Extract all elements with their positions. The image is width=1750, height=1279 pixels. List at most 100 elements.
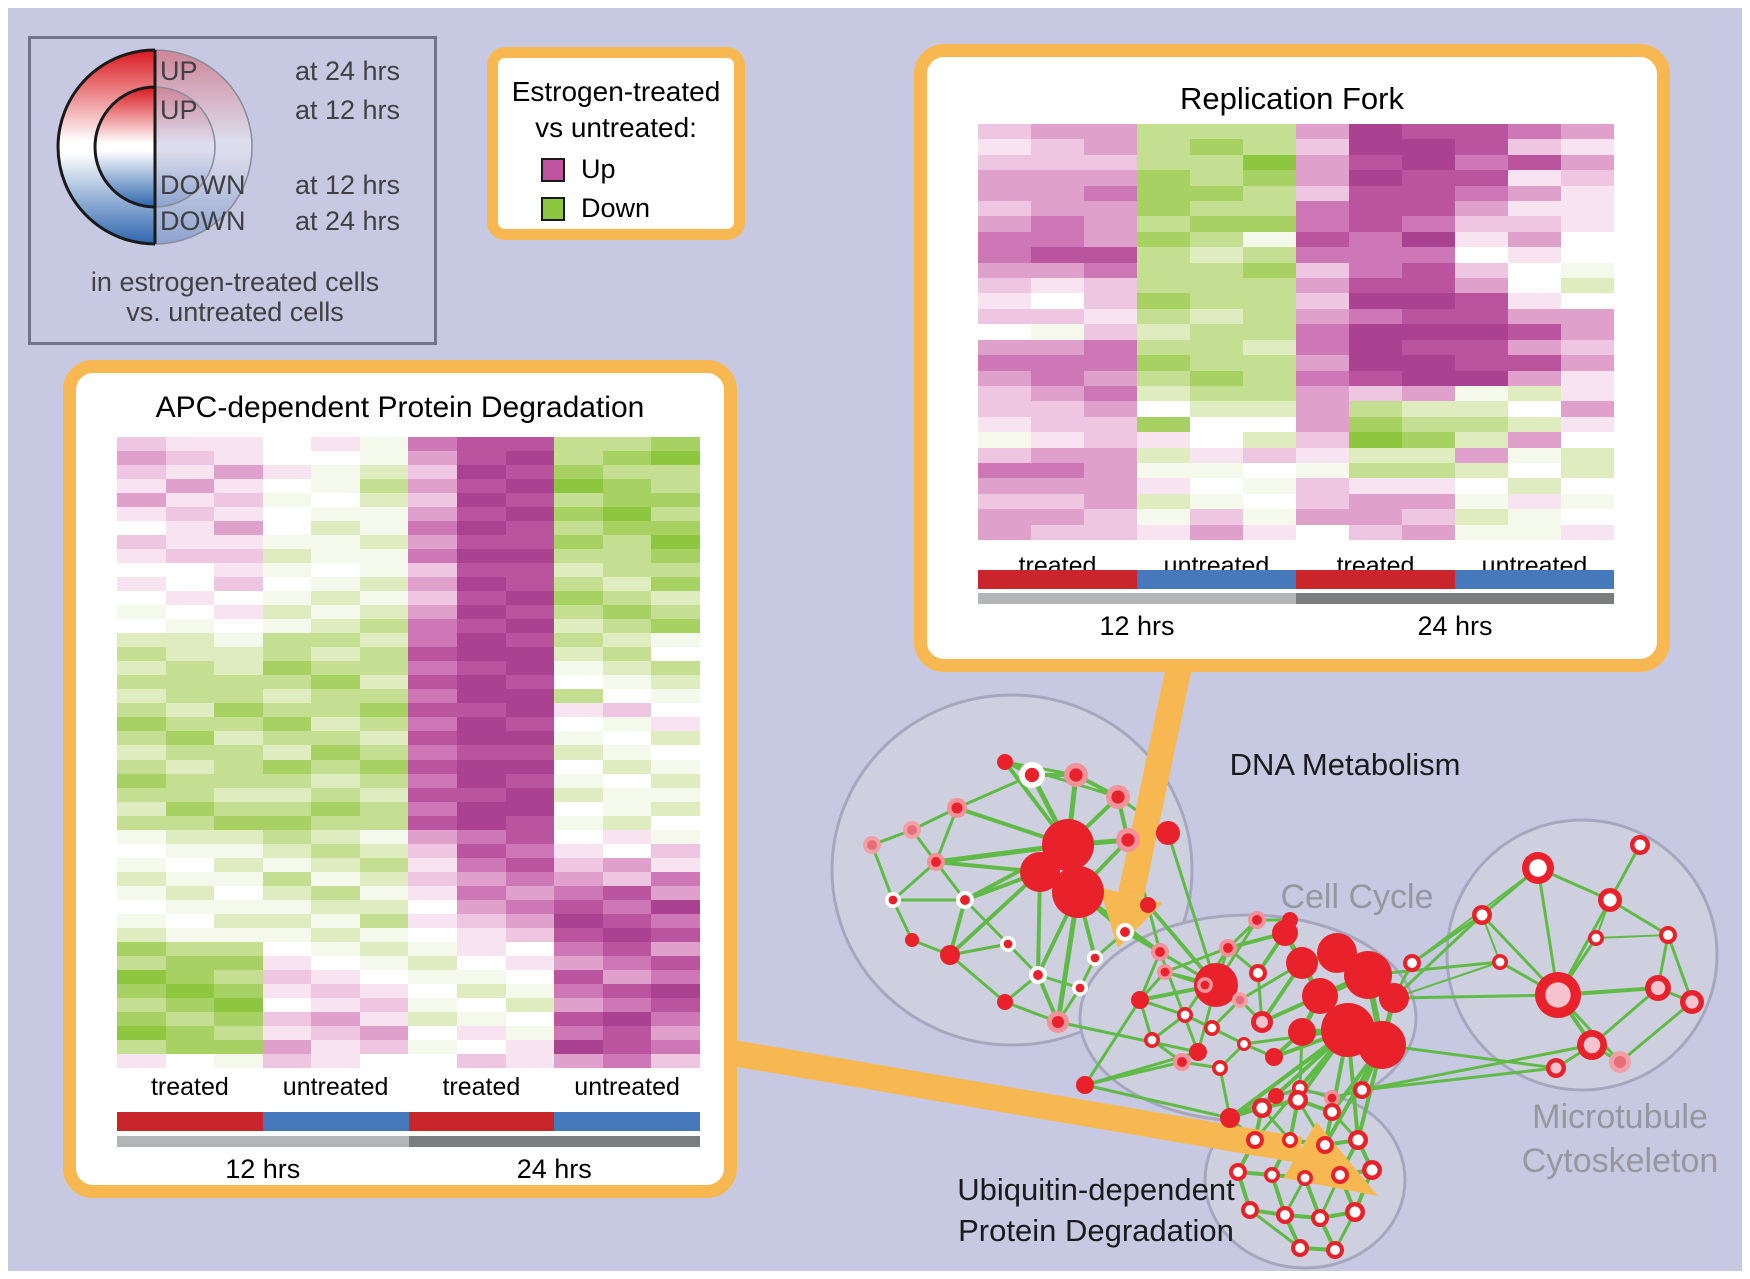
heatmap-cell bbox=[1243, 216, 1296, 232]
network-node-core bbox=[1245, 1205, 1255, 1215]
heatmap-cell bbox=[1561, 355, 1614, 371]
apc-panel: APC-dependent Protein Degradation treate… bbox=[63, 360, 737, 1198]
network-node-core bbox=[1583, 1036, 1601, 1054]
heatmap-cell bbox=[457, 997, 506, 1012]
heatmap-cell bbox=[408, 983, 458, 998]
dna-metabolism-label: DNA Metabolism bbox=[1230, 747, 1461, 782]
heatmap-cell bbox=[1349, 124, 1402, 140]
heatmap-cell bbox=[651, 1011, 700, 1026]
heatmap-cell bbox=[1243, 231, 1296, 248]
heatmap-cell bbox=[117, 507, 166, 522]
heatmap-cell bbox=[408, 1053, 458, 1068]
heatmap-cell bbox=[1349, 493, 1402, 510]
heatmap-cell bbox=[1561, 493, 1614, 510]
untreated-bar bbox=[1137, 570, 1296, 589]
heatmap-cell bbox=[651, 871, 700, 886]
heatmap-cell bbox=[1190, 247, 1243, 263]
heatmap-cell bbox=[1455, 447, 1508, 463]
heatmap-cell bbox=[1402, 185, 1455, 202]
untreated-bar bbox=[1455, 570, 1614, 589]
heatmap-cell bbox=[978, 339, 1031, 356]
heatmap-cell bbox=[554, 997, 603, 1012]
heatmap-cell bbox=[1349, 478, 1402, 494]
heatmap-cell bbox=[1455, 385, 1508, 402]
heatmap-cell bbox=[311, 1011, 360, 1026]
heatmap-cell bbox=[651, 535, 700, 550]
heatmap-cell bbox=[117, 577, 166, 592]
heatmap-cell bbox=[1296, 231, 1349, 248]
heatmap-cell bbox=[359, 577, 409, 592]
heatmap-cell bbox=[505, 451, 555, 466]
legend-down12-dir: DOWN bbox=[160, 170, 245, 200]
heatmap-cell bbox=[262, 815, 312, 830]
heatmap-cell bbox=[457, 479, 506, 494]
heatmap-cell bbox=[978, 493, 1031, 510]
heatmap-cell bbox=[214, 815, 263, 830]
heatmap-cell bbox=[117, 647, 166, 662]
network-node-core bbox=[1613, 1055, 1627, 1069]
heatmap-cell bbox=[505, 773, 555, 788]
heatmap-cell bbox=[1455, 278, 1508, 294]
heatmap-cell bbox=[117, 1025, 166, 1040]
heatmap-cell bbox=[117, 661, 166, 676]
heatmap-cell bbox=[457, 717, 506, 732]
heatmap-cell bbox=[359, 1025, 409, 1040]
heatmap-cell bbox=[359, 899, 409, 914]
heatmap-cell bbox=[505, 1039, 555, 1054]
heatmap-cell bbox=[1137, 170, 1190, 186]
heatmap-cell bbox=[1402, 478, 1455, 494]
heatmap-cell bbox=[651, 885, 700, 900]
heatmap-cell bbox=[1508, 478, 1561, 494]
network-edge bbox=[1392, 913, 1484, 1000]
heatmap-cell bbox=[978, 154, 1031, 171]
heatmap-cell bbox=[1296, 370, 1349, 386]
heatmap-cell bbox=[214, 437, 263, 452]
heatmap-cell bbox=[505, 913, 555, 928]
heatmap-cell bbox=[1137, 278, 1190, 294]
heatmap-cell bbox=[1402, 231, 1455, 248]
heatmap-cell bbox=[1561, 416, 1614, 433]
legend-item-down: Down bbox=[541, 193, 691, 224]
heatmap-cell bbox=[554, 535, 603, 550]
heatmap-cell bbox=[554, 479, 603, 494]
cell-cycle-label: Cell Cycle bbox=[1280, 878, 1433, 916]
heatmap-cell bbox=[651, 815, 700, 830]
heatmap-cell bbox=[1137, 370, 1190, 386]
heatmap-cell bbox=[359, 787, 409, 802]
heatmap-cell bbox=[1349, 231, 1402, 248]
heatmap-cell bbox=[165, 605, 215, 620]
heatmap-cell bbox=[554, 829, 603, 844]
heatmap-cell bbox=[554, 913, 603, 928]
heatmap-cell bbox=[978, 524, 1031, 540]
heatmap-cell bbox=[117, 899, 166, 914]
network-node-core bbox=[1357, 1085, 1367, 1095]
heatmap-cell bbox=[214, 801, 263, 816]
heatmap-cell bbox=[978, 416, 1031, 433]
heatmap-cell bbox=[1296, 524, 1349, 540]
heatmap-cell bbox=[117, 1039, 166, 1054]
heatmap-cell bbox=[651, 689, 700, 704]
heatmap-cell bbox=[457, 633, 506, 648]
heatmap-cell bbox=[311, 941, 360, 956]
heatmap-cell bbox=[602, 829, 652, 844]
heatmap-cell bbox=[311, 955, 360, 970]
heatmap-cell bbox=[505, 521, 555, 536]
heatmap-cell bbox=[1084, 355, 1137, 371]
heatmap-cell bbox=[1190, 278, 1243, 294]
heatmap-cell bbox=[311, 605, 360, 620]
heatmap-cell bbox=[359, 983, 409, 998]
heatmap-cell bbox=[1031, 416, 1084, 433]
heatmap-cell bbox=[408, 591, 458, 606]
network-node-core bbox=[1267, 1170, 1277, 1180]
heatmap-cell bbox=[165, 549, 215, 564]
heatmap-cell bbox=[214, 1053, 263, 1068]
heatmap-cell bbox=[457, 675, 506, 690]
heatmap-cell bbox=[1084, 432, 1137, 448]
heatmap-cell bbox=[554, 801, 603, 816]
heatmap-cell bbox=[554, 955, 603, 970]
heatmap-cell bbox=[359, 731, 409, 746]
heatmap-cell bbox=[359, 661, 409, 676]
heatmap-cell bbox=[554, 577, 603, 592]
heatmap-cell bbox=[1031, 370, 1084, 386]
heatmap-cell bbox=[262, 997, 312, 1012]
